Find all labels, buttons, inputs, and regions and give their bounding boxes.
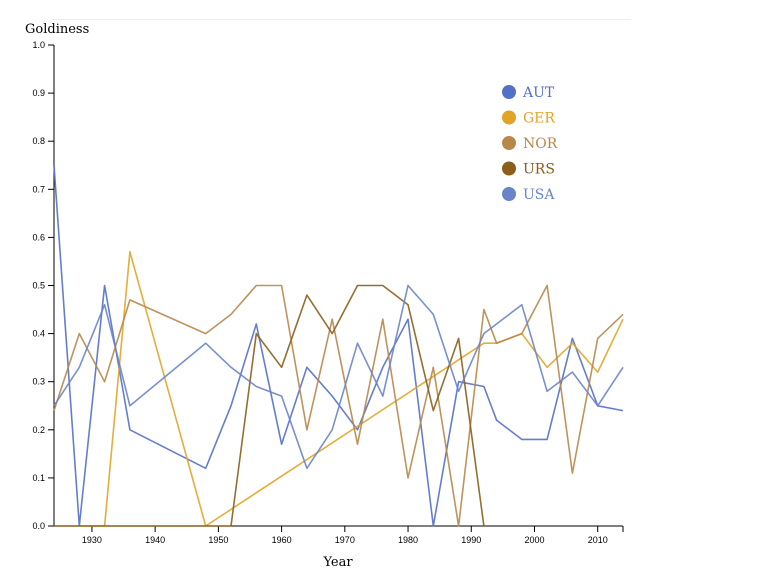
series-line-aut [53,165,624,527]
y-tick-label: 0.2 [32,425,45,435]
y-tick-label: 0.8 [32,136,45,146]
x-tick-label: 1970 [335,535,355,545]
y-tick-label: 0.6 [32,232,45,242]
y-tick-label: 0.1 [32,473,45,483]
x-tick-label: 1980 [398,535,418,545]
y-tick-label: 0.4 [32,329,45,339]
legend-swatch-nor [502,136,516,150]
x-tick-label: 1960 [272,535,292,545]
series-line-usa [53,284,624,470]
series-line-ger [79,251,624,527]
x-tick-label: 1940 [145,535,165,545]
legend-label-nor: NOR [523,136,558,152]
y-tick-label: 0.3 [32,377,45,387]
y-tick-label: 1.0 [32,40,45,50]
y-tick-label: 0.0 [32,521,45,531]
legend-swatch-ger [502,110,516,125]
y-tick-label: 0.9 [32,88,45,98]
series-line-urs [54,284,485,527]
legend-label-urs: URS [523,162,555,178]
legend-label-aut: AUT [522,85,555,101]
series-line-nor [53,284,624,527]
x-axis-title: Year [322,555,353,570]
y-tick-label: 0.7 [32,184,45,194]
legend-swatch-aut [502,85,516,99]
x-tick-label: 1950 [208,535,228,545]
y-tick-label: 0.5 [32,281,45,291]
x-tick-label: 2010 [588,535,608,545]
legend-label-usa: USA [523,187,555,203]
legend-label-ger: GER [523,111,555,127]
legend-swatch-urs [502,161,516,176]
x-tick-label: 1990 [461,535,481,545]
legend-swatch-usa [502,187,516,201]
x-tick-label: 2000 [524,535,544,545]
x-tick-label: 1930 [82,535,102,545]
y-axis-title: Goldiness [25,22,89,37]
top-divider [52,19,631,20]
